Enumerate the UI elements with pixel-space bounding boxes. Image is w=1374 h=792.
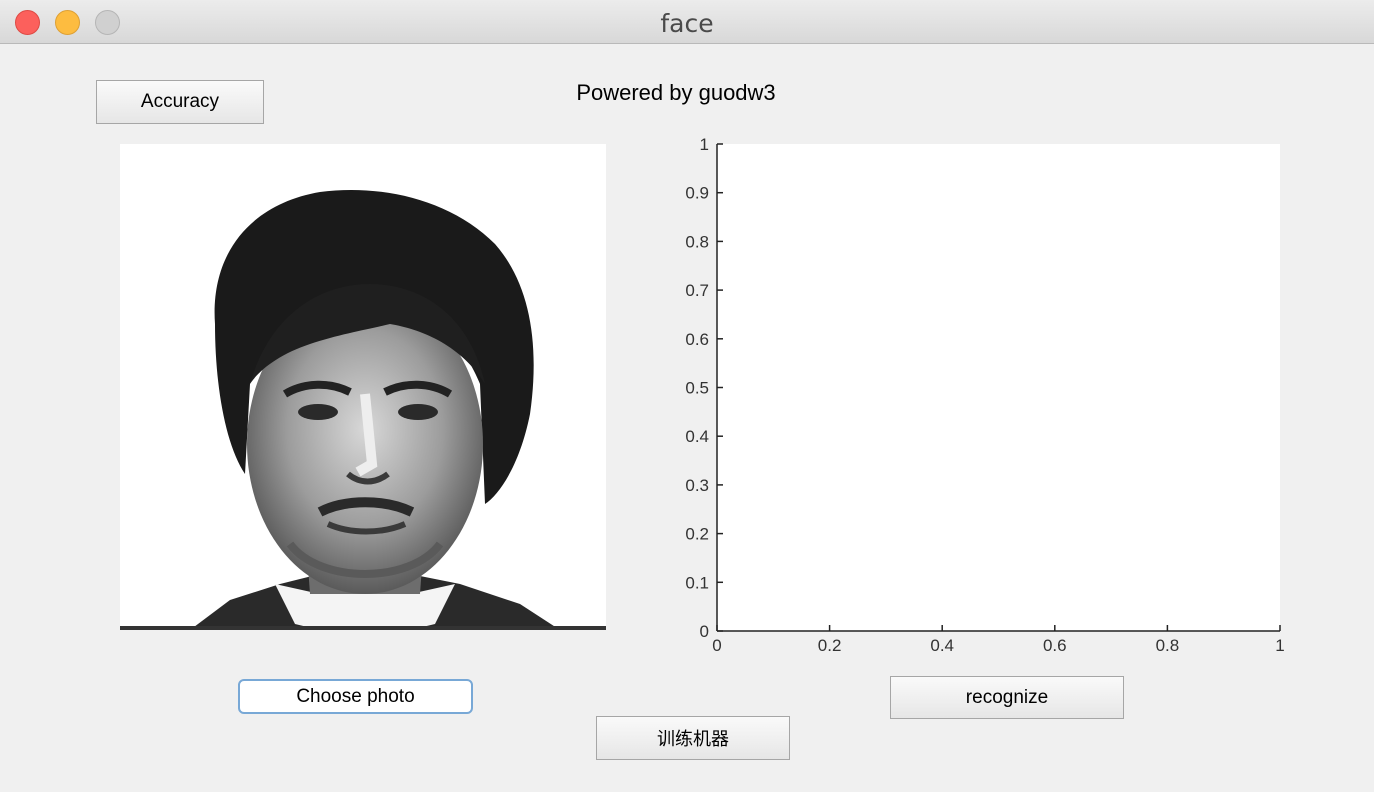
accuracy-button[interactable]: Accuracy (96, 80, 264, 124)
x-tick-label: 0.2 (818, 636, 842, 655)
y-tick-label: 0.8 (685, 232, 709, 251)
x-tick-label: 0 (712, 636, 721, 655)
powered-by-label: Powered by guodw3 (576, 80, 776, 105)
y-tick-label: 0.1 (685, 573, 709, 592)
recognize-button[interactable]: recognize (890, 676, 1124, 719)
y-tick-label: 0.4 (685, 427, 709, 446)
plot-area (717, 144, 1280, 631)
y-tick-label: 0 (700, 622, 709, 641)
train-machine-button[interactable]: 训练机器 (596, 716, 790, 760)
window-titlebar: face (0, 0, 1374, 44)
x-tick-label: 0.6 (1043, 636, 1067, 655)
face-photo (195, 189, 554, 626)
window-title: face (660, 9, 714, 38)
maximize-window-icon[interactable] (95, 10, 120, 35)
x-tick-label: 1 (1275, 636, 1284, 655)
y-tick-label: 0.2 (685, 525, 709, 544)
y-tick-label: 0.3 (685, 476, 709, 495)
choose-photo-button[interactable]: Choose photo (238, 679, 473, 714)
result-chart: 0 0.1 0.2 0.3 0.4 0.5 0.6 0.7 0.8 0.9 1 0 0.2 0.4 0.6 0… (685, 138, 1284, 655)
close-window-icon[interactable] (15, 10, 40, 35)
photo-display (120, 144, 606, 630)
y-tick-label: 0.5 (685, 379, 709, 398)
y-tick-label: 1 (700, 138, 709, 154)
minimize-window-icon[interactable] (55, 10, 80, 35)
y-tick-label: 0.6 (685, 330, 709, 349)
y-tick-label: 0.7 (685, 281, 709, 300)
x-tick-label: 0.4 (930, 636, 954, 655)
x-tick-label: 0.8 (1156, 636, 1180, 655)
y-tick-label: 0.9 (685, 184, 709, 203)
